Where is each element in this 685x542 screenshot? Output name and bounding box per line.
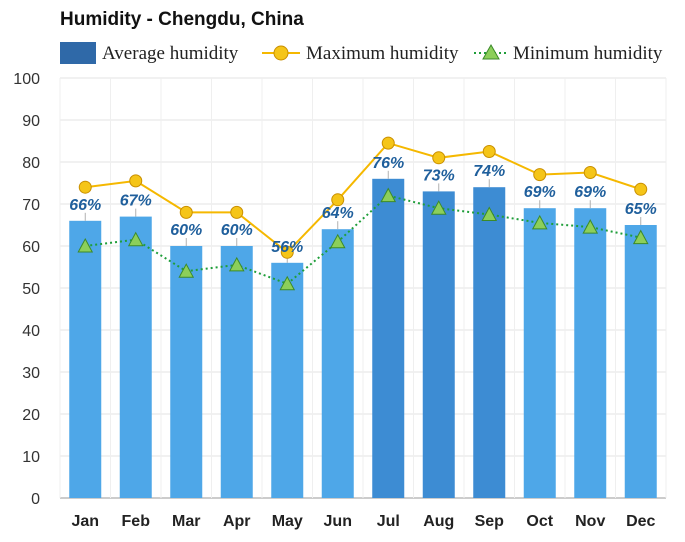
data-label: 60% [221, 222, 253, 239]
data-label: 76% [372, 155, 404, 172]
minimum-humidity-point [279, 275, 296, 291]
chart-title: Humidity - Chengdu, China [60, 9, 304, 30]
minimum-humidity-point [582, 219, 599, 234]
legend-marker-minimum [482, 43, 500, 60]
legend-label-minimum: Minimum humidity [513, 43, 663, 64]
data-label: 64% [322, 205, 354, 222]
legend-swatch-average [60, 42, 96, 64]
x-tick-label: Apr [223, 513, 251, 530]
x-tick-label: Oct [526, 513, 553, 530]
x-tick-label: Jun [324, 513, 352, 530]
average-bar [321, 229, 354, 498]
average-bar [624, 225, 657, 498]
average-bar [523, 208, 556, 498]
x-tick-label: Jan [71, 513, 99, 530]
maximum-humidity-series [78, 136, 648, 259]
minimum-humidity-point [329, 233, 346, 249]
minimum-humidity-line [85, 194, 641, 285]
maximum-humidity-point [129, 174, 143, 188]
maximum-humidity-point [230, 205, 244, 219]
minimum-humidity-point [481, 206, 498, 221]
y-tick-label: 0 [31, 491, 40, 508]
x-tick-label: May [272, 513, 303, 530]
minimum-humidity-point [430, 200, 447, 215]
y-tick-label: 90 [22, 113, 40, 130]
x-tick-label: Nov [575, 513, 605, 530]
minimum-humidity-point [632, 229, 649, 245]
minimum-humidity-point [178, 263, 195, 278]
minimum-humidity-point [531, 214, 548, 230]
y-tick-label: 100 [13, 71, 40, 88]
x-tick-label: Feb [122, 513, 151, 530]
maximum-humidity-point [634, 182, 648, 196]
y-tick-label: 50 [22, 281, 40, 298]
x-tick-label: Mar [172, 513, 200, 530]
minimum-humidity-point [127, 231, 144, 247]
data-label: 67% [120, 193, 152, 210]
x-tick-label: Sep [475, 513, 505, 530]
data-label: 56% [271, 239, 303, 256]
y-tick-label: 40 [22, 323, 40, 340]
average-bar [473, 187, 506, 498]
maximum-humidity-point [331, 193, 345, 207]
maximum-humidity-point [432, 151, 446, 165]
y-axis: 0 10 20 30 40 50 60 70 80 90 100 [13, 71, 40, 508]
data-label: 69% [524, 184, 556, 201]
bars [69, 170, 657, 499]
y-tick-label: 70 [22, 197, 40, 214]
average-bar [271, 262, 304, 498]
average-bar [119, 216, 152, 498]
data-label: 73% [423, 167, 455, 184]
x-tick-label: Dec [626, 513, 655, 530]
legend: Average humidity Maximum humidity Minimu… [60, 42, 663, 64]
maximum-humidity-point [583, 166, 597, 179]
data-labels: 66% 67% 60% 60% 56% 64% 76% 73% 74% 69% 69% 65% [69, 155, 657, 256]
y-tick-label: 80 [22, 155, 40, 172]
maximum-humidity-point [78, 180, 92, 194]
average-bar [574, 208, 607, 498]
maximum-humidity-point [482, 145, 496, 158]
minimum-humidity-point [77, 237, 94, 253]
maximum-humidity-point [533, 168, 547, 182]
data-label: 60% [170, 222, 202, 239]
y-tick-label: 10 [22, 449, 40, 466]
minimum-humidity-point [228, 256, 245, 272]
average-bar [69, 220, 102, 499]
average-bar [422, 191, 455, 498]
minimum-humidity-point [380, 187, 397, 203]
maximum-humidity-line [85, 141, 642, 254]
maximum-humidity-point [381, 136, 395, 150]
minimum-humidity-series [77, 187, 649, 291]
legend-label-average: Average humidity [102, 43, 239, 64]
data-label: 74% [473, 163, 505, 180]
average-bar [372, 178, 405, 499]
gridlines [59, 77, 667, 499]
legend-label-maximum: Maximum humidity [306, 43, 459, 64]
y-tick-label: 20 [22, 407, 40, 424]
y-tick-label: 60 [22, 239, 40, 256]
average-bar [220, 246, 253, 498]
legend-marker-maximum [273, 45, 289, 61]
data-label: 66% [69, 197, 101, 214]
y-tick-label: 30 [22, 365, 40, 382]
maximum-humidity-point [179, 205, 193, 219]
x-tick-label: Jul [377, 513, 400, 530]
data-label: 65% [625, 201, 657, 218]
data-label: 69% [574, 184, 606, 201]
x-tick-label: Aug [423, 513, 454, 530]
x-axis: Jan Feb Mar Apr May Jun Jul Aug Sep Oct Nov Dec [71, 513, 655, 530]
maximum-humidity-point [280, 245, 294, 259]
average-bar [170, 246, 203, 498]
